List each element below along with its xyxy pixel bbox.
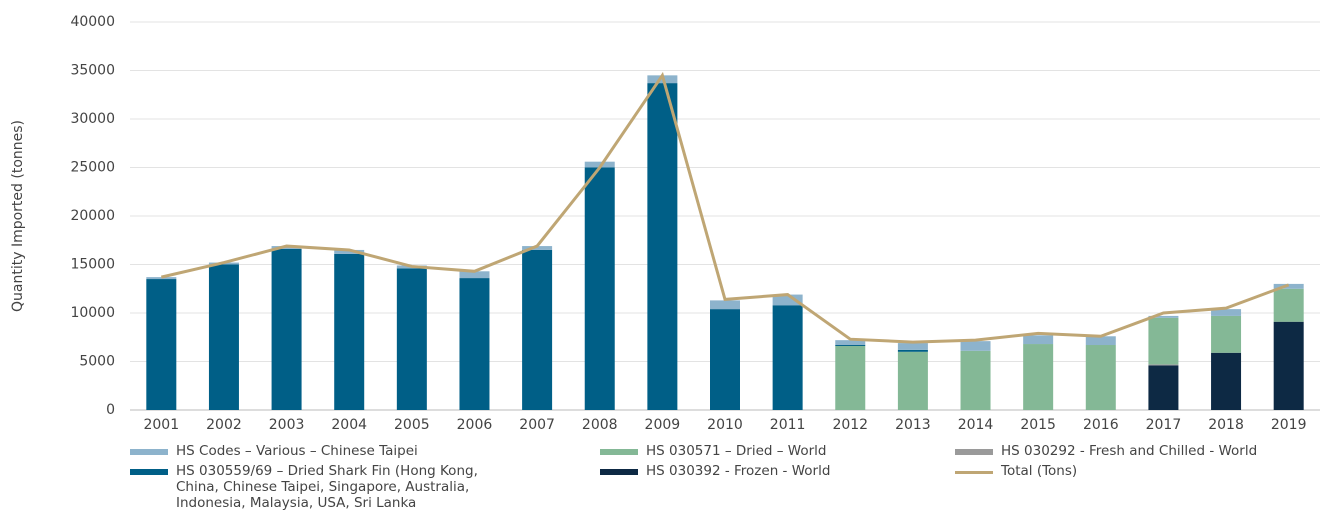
bar-segment: [1148, 315, 1179, 318]
bar-segment: [208, 264, 239, 410]
legend-swatch: [600, 449, 638, 455]
bar-segment: [146, 279, 177, 410]
bar-segment: [459, 278, 490, 410]
bar-segment: [710, 309, 740, 410]
y-tick-label: 5000: [79, 354, 115, 370]
bar-segment: [1023, 335, 1054, 345]
y-tick-label: 0: [106, 402, 115, 418]
bar-segment: [647, 83, 678, 411]
x-tick-label: 2007: [519, 417, 555, 433]
legend-label: HS 030292 - Fresh and Chilled - World: [1001, 443, 1258, 459]
bar-segment: [710, 300, 740, 310]
bar-segment: [1085, 336, 1116, 346]
x-tick-label: 2018: [1208, 417, 1244, 433]
x-tick-label: 2015: [1020, 417, 1056, 433]
legend-label: HS 030392 - Frozen - World: [646, 463, 831, 479]
bar-segment: [1211, 352, 1242, 410]
chart: Quantity Imported (tonnes) 0 5000 10000 150…: [10, 14, 1320, 433]
x-tick-label: 2014: [958, 417, 994, 433]
bar-segment: [772, 294, 803, 306]
bar-segment: [897, 349, 928, 352]
y-tick-label: 35000: [70, 63, 115, 79]
x-tick-label: 2016: [1083, 417, 1119, 433]
bar-segment: [334, 253, 365, 410]
bar-segment: [1148, 365, 1179, 410]
x-tick-label: 2011: [770, 417, 806, 433]
bar-segment: [960, 341, 991, 351]
total-line: [160, 71, 1290, 344]
bar-segment: [146, 277, 177, 280]
x-tick-label: 2002: [206, 417, 242, 433]
bar-segment: [584, 161, 615, 168]
y-axis-label: Quantity Imported (tonnes): [10, 120, 26, 312]
y-tick-label: 25000: [70, 160, 115, 176]
bar-segment: [1148, 317, 1179, 365]
bar-segment: [960, 350, 991, 410]
x-tick-label: 2005: [394, 417, 430, 433]
legend-swatch: [600, 469, 638, 475]
y-tick-label: 30000: [70, 111, 115, 127]
x-tick-label: 2019: [1271, 417, 1307, 433]
x-tick-label: 2004: [331, 417, 367, 433]
bar-segment: [271, 248, 302, 410]
bar-segment: [522, 249, 553, 410]
bar-segment: [584, 167, 615, 410]
bar-segment: [522, 246, 553, 250]
legend-swatch: [130, 469, 168, 475]
bar-segment: [1273, 288, 1304, 322]
bar-segment: [396, 268, 427, 410]
y-tick-label: 10000: [70, 305, 115, 321]
bar-segment: [459, 271, 490, 279]
bar-segment: [1085, 345, 1116, 410]
legend-swatch: [130, 449, 168, 455]
x-tick-label: 2012: [832, 417, 868, 433]
x-tick-label: 2017: [1146, 417, 1182, 433]
bar-segment: [897, 351, 928, 410]
bar-segment: [835, 345, 866, 346]
x-tick-label: 2003: [269, 417, 305, 433]
bar-segment: [1211, 315, 1242, 353]
bar-segment: [772, 305, 803, 410]
y-tick-label: 40000: [70, 14, 115, 30]
x-tick-label: 2006: [457, 417, 493, 433]
x-tick-label: 2009: [645, 417, 681, 433]
legend-label: HS 030559/69 – Dried Shark Fin (Hong Kon…: [176, 463, 478, 511]
bar-segment: [1211, 309, 1242, 316]
y-tick-label: 20000: [70, 208, 115, 224]
x-tick-label: 2008: [582, 417, 618, 433]
x-tick-label: 2010: [707, 417, 743, 433]
bar-segment: [1273, 321, 1304, 410]
legend-label: HS Codes – Various – Chinese Taipei: [176, 443, 418, 459]
legend-label: HS 030571 – Dried – World: [646, 443, 827, 459]
x-tick-label: 2013: [895, 417, 931, 433]
legend-swatch: [955, 471, 993, 474]
bar-segment: [835, 340, 866, 346]
bar-segment: [835, 345, 866, 410]
legend-label: Total (Tons): [1001, 463, 1078, 479]
x-tick-label: 2001: [143, 417, 179, 433]
legend-swatch: [955, 449, 993, 455]
bar-segment: [897, 343, 928, 350]
bar-segment: [1023, 344, 1054, 410]
bar-segment: [1148, 364, 1179, 366]
y-tick-label: 15000: [70, 257, 115, 273]
bar-segment: [334, 249, 365, 254]
